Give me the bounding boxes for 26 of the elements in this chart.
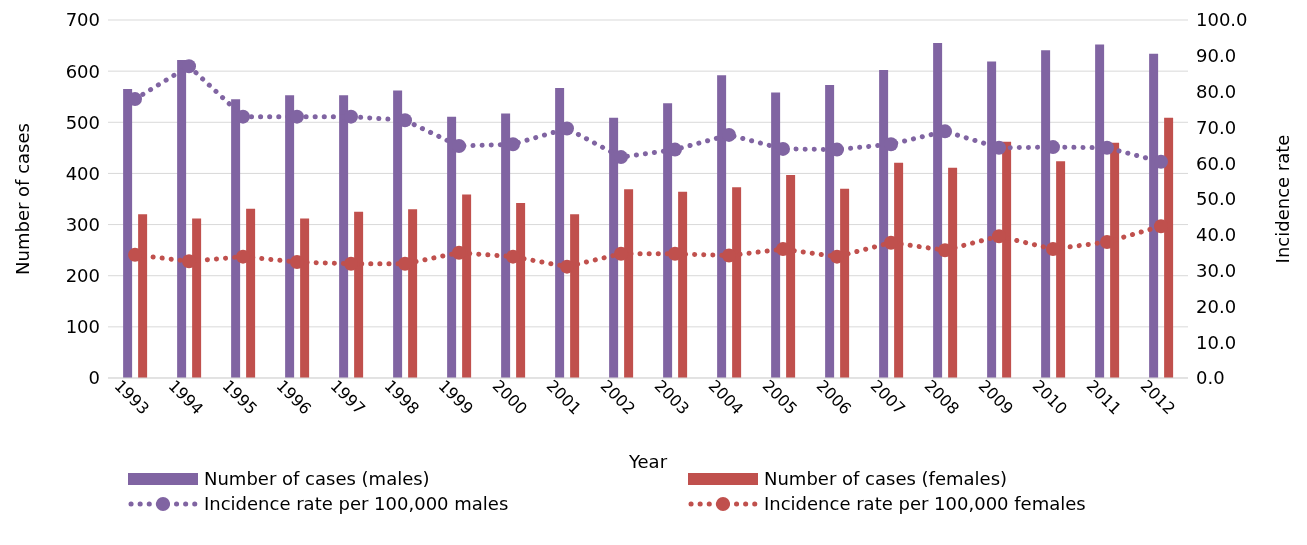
legend-label: Number of cases (females) <box>764 468 1008 489</box>
y2-tick-label: 40.0 <box>1196 224 1237 246</box>
y-tick-label: 0 <box>88 367 100 389</box>
y2-tick-label: 90.0 <box>1196 45 1237 67</box>
y2-tick-label: 30.0 <box>1196 259 1237 281</box>
y2-tick-label: 0.0 <box>1196 367 1225 389</box>
legend-label: Number of cases (males) <box>204 468 430 489</box>
y2-tick-label: 70.0 <box>1196 116 1237 138</box>
y-tick-label: 600 <box>65 60 100 82</box>
y-tick-label: 100 <box>65 316 100 338</box>
y2-tick-label: 20.0 <box>1196 295 1237 317</box>
y-axis-title: Number of cases <box>12 123 34 275</box>
y-tick-label: 300 <box>65 213 100 235</box>
y-tick-label: 700 <box>65 9 100 31</box>
legend-label: Incidence rate per 100,000 females <box>764 493 1086 514</box>
y2-tick-label: 80.0 <box>1196 80 1237 102</box>
x-axis-title: Year <box>627 451 668 472</box>
y2-axis-title: Incidence rate <box>1272 134 1294 264</box>
y2-tick-label: 100.0 <box>1196 9 1248 31</box>
y-tick-label: 400 <box>65 162 100 184</box>
y2-tick-label: 50.0 <box>1196 188 1237 210</box>
legend-label: Incidence rate per 100,000 males <box>204 493 509 514</box>
y2-tick-label: 60.0 <box>1196 152 1237 174</box>
y-tick-label: 200 <box>65 265 100 287</box>
y-tick-label: 500 <box>65 111 100 133</box>
y2-tick-label: 10.0 <box>1196 331 1237 353</box>
